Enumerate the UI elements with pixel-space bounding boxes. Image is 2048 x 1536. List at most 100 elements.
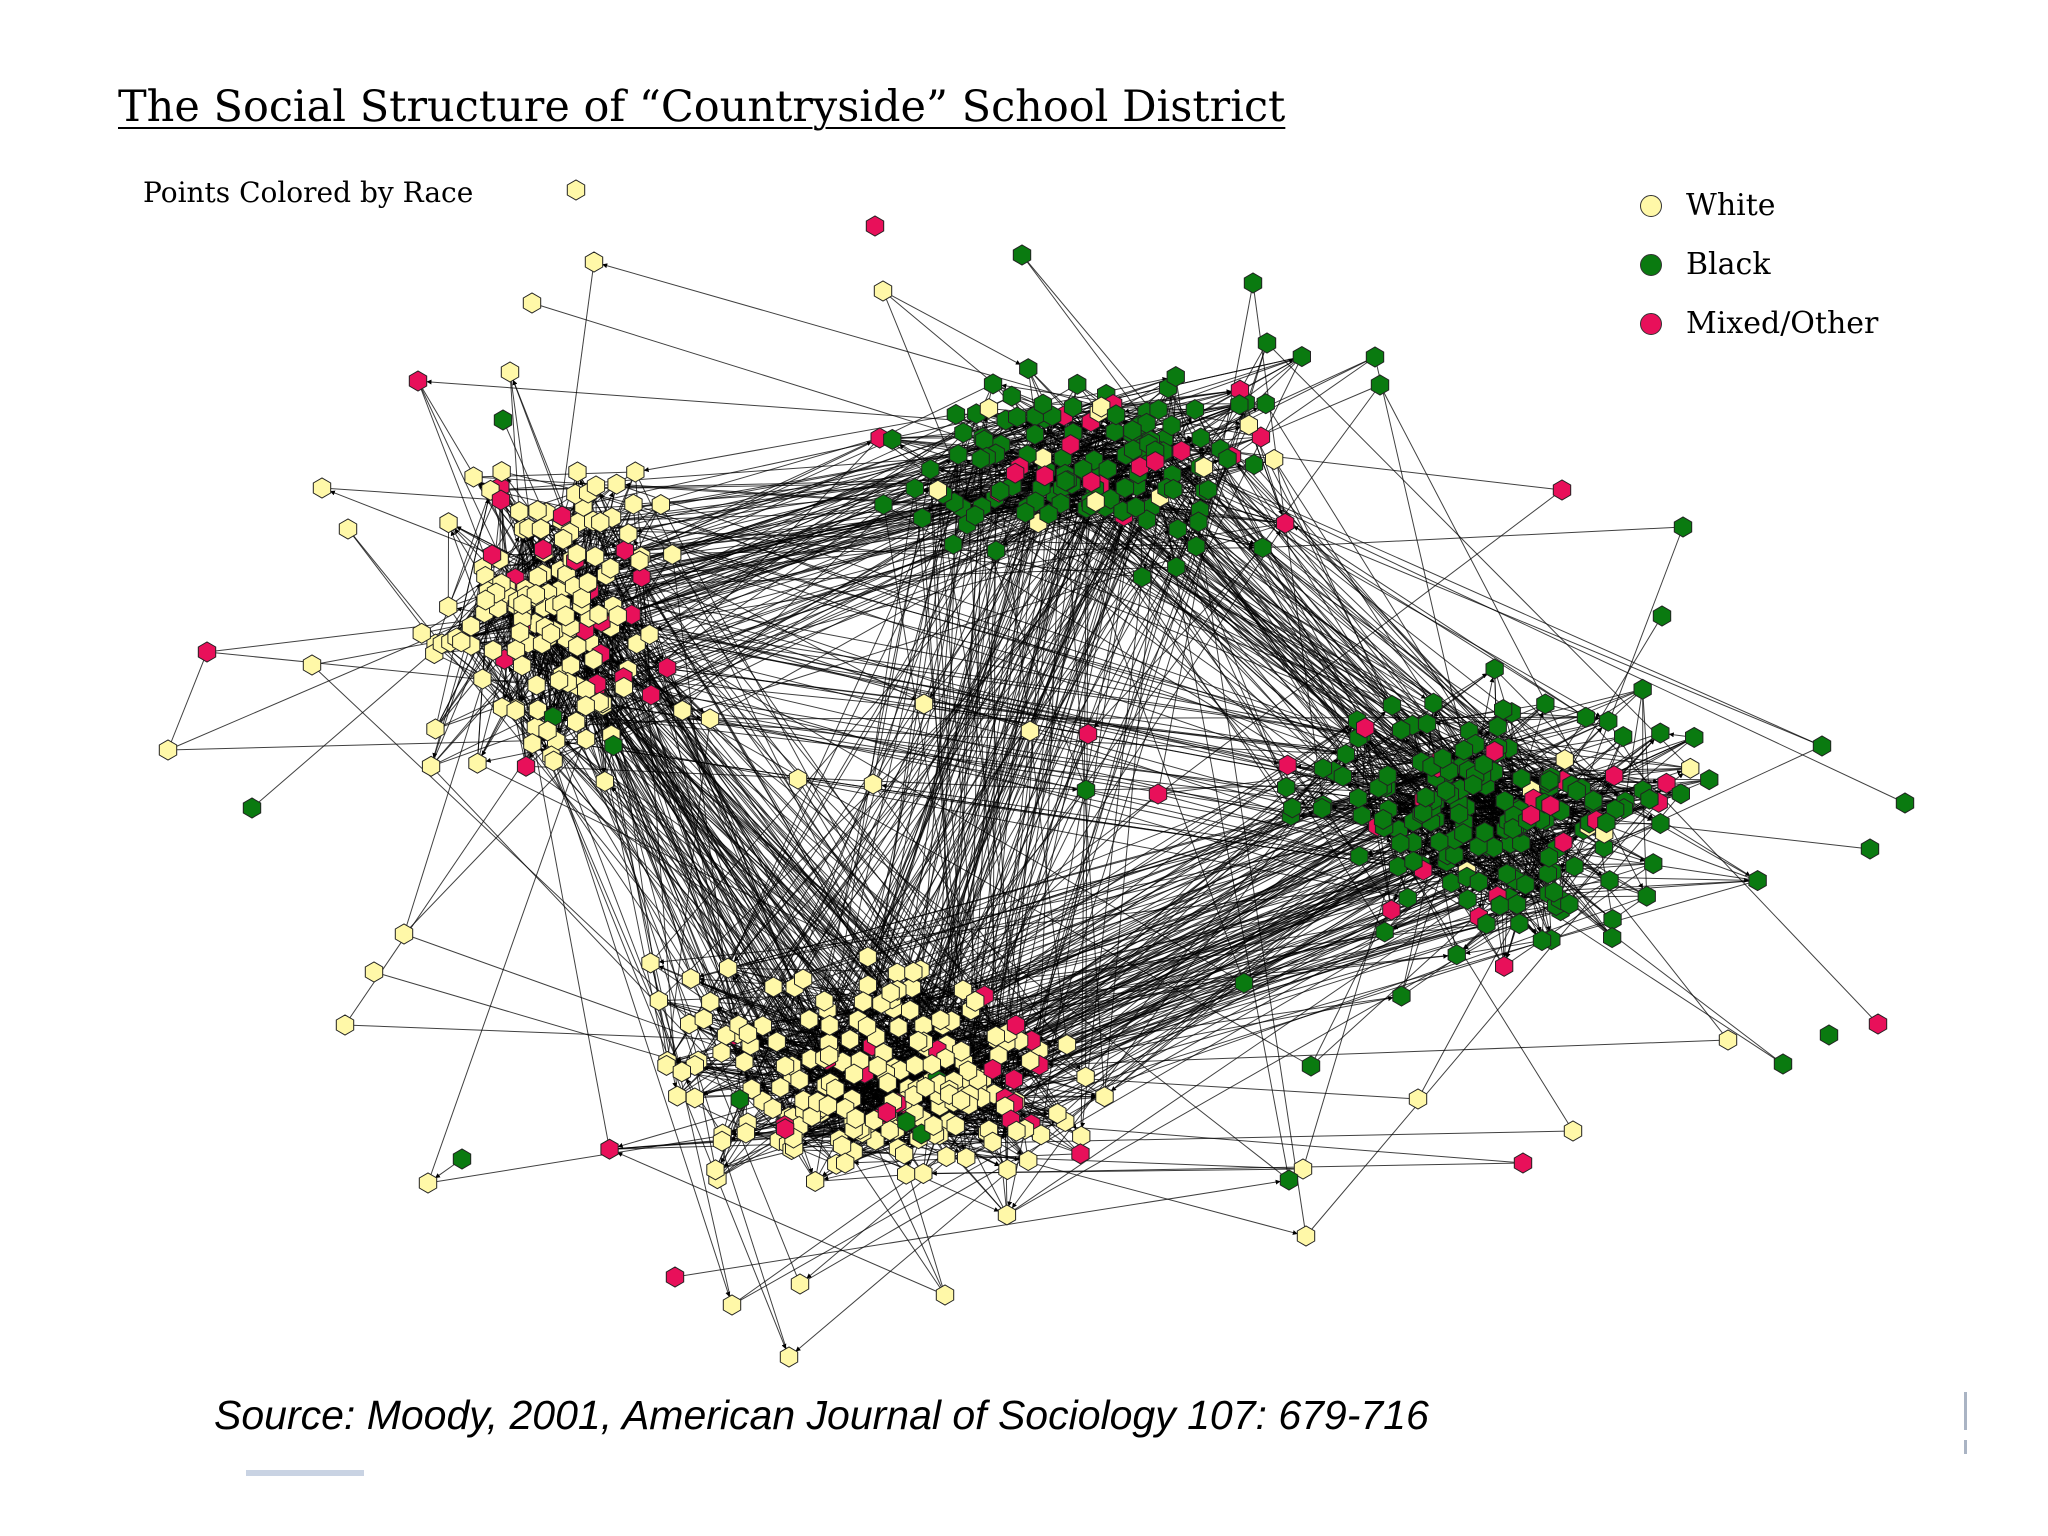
tie-edge <box>617 1152 946 1296</box>
white-student-node <box>439 512 458 534</box>
tie-edge <box>1176 432 1424 813</box>
white-student-node <box>1076 1066 1095 1088</box>
white-student-node <box>556 605 575 627</box>
tie-edge <box>509 371 525 587</box>
white-student-node <box>1019 1149 1038 1172</box>
black-student-node <box>1637 885 1656 907</box>
black-student-node <box>1477 913 1496 935</box>
legend-label-black: Black <box>1686 247 1771 282</box>
tie-edge <box>311 664 787 1112</box>
black-student-node <box>1454 823 1473 845</box>
tie-edge <box>1401 799 1445 997</box>
black-student-node <box>1603 909 1622 931</box>
black-student-node <box>1633 678 1652 700</box>
mixed-other-student-node <box>1513 1152 1533 1174</box>
white-student-node <box>935 1284 955 1306</box>
tie-edge <box>872 478 930 785</box>
mixed-other-student-node <box>1382 899 1401 921</box>
black-student-node <box>1512 767 1531 789</box>
tie-edge <box>622 677 825 1036</box>
mixed-other-student-node <box>1146 451 1165 473</box>
black-student-node <box>1392 985 1411 1007</box>
white-student-node <box>909 1030 928 1052</box>
black-student-node <box>1218 448 1237 470</box>
white-student-node <box>619 523 638 545</box>
mixed-other-student-node <box>534 538 553 560</box>
mixed-other-student-node <box>1605 765 1624 787</box>
black-student-node <box>493 409 513 431</box>
tie-edge <box>941 733 1089 1087</box>
tie-edge <box>580 693 711 1003</box>
white-student-node <box>853 991 873 1013</box>
white-student-node <box>452 631 471 653</box>
tie-edge <box>926 931 1385 1041</box>
tie-edge <box>1562 623 1658 781</box>
white-student-node <box>840 1029 860 1051</box>
black-student-node <box>1447 944 1466 966</box>
tie-edge <box>828 528 1179 1051</box>
black-student-node <box>874 493 893 516</box>
tie-edge <box>632 688 1389 811</box>
black-student-node <box>1424 692 1443 714</box>
tie-edge <box>1047 909 1392 1048</box>
white-student-node <box>790 1069 809 1091</box>
white-student-node <box>1021 1050 1040 1072</box>
white-student-node <box>649 990 668 1012</box>
white-student-node <box>738 1023 758 1045</box>
white-student-node <box>928 479 947 501</box>
tie-edge <box>1277 467 1402 731</box>
tie-edge <box>929 469 963 982</box>
black-student-node <box>1164 478 1183 500</box>
mixed-other-student-node <box>632 566 651 588</box>
white-student-node <box>904 961 923 983</box>
black-student-node <box>946 403 966 425</box>
legend-item-mixed: Mixed/Other <box>1640 294 1878 353</box>
black-student-node <box>1773 1053 1793 1075</box>
tie-edge <box>743 501 1097 1018</box>
black-student-node <box>1651 722 1670 744</box>
white-student-node <box>779 1346 799 1368</box>
tie-edge <box>882 384 1381 1060</box>
black-student-node <box>1056 470 1075 492</box>
black-student-node <box>1812 735 1832 757</box>
black-student-node <box>1123 419 1142 441</box>
white-student-node <box>736 1122 755 1144</box>
tie-edge <box>546 708 1422 815</box>
mixed-other-student-node <box>1004 1068 1024 1090</box>
white-student-node <box>607 473 626 495</box>
tie-edge <box>167 599 519 751</box>
tie-edge <box>1477 730 1691 769</box>
white-student-node <box>312 477 332 499</box>
white-student-node <box>589 603 608 625</box>
black-student-node <box>1312 797 1332 819</box>
black-student-node <box>1243 272 1263 294</box>
white-student-node <box>806 1170 825 1192</box>
white-student-node <box>844 1063 864 1085</box>
tie-edge <box>937 490 1030 1053</box>
tie-edge <box>1293 526 1823 747</box>
black-student-node <box>1279 1169 1299 1191</box>
white-student-node <box>771 1076 790 1098</box>
black-student-node <box>1199 479 1218 501</box>
white-student-node <box>937 1146 956 1168</box>
tie-edge <box>595 586 1292 816</box>
tie-edge <box>883 504 977 1071</box>
black-student-node <box>1373 808 1393 830</box>
black-student-node <box>1516 873 1535 896</box>
tie-edge <box>837 719 1358 1048</box>
white-student-node <box>986 1025 1005 1047</box>
black-student-node <box>1365 346 1385 368</box>
black-student-node <box>1895 792 1915 814</box>
tie-edge <box>650 501 1050 964</box>
black-student-node <box>991 480 1010 502</box>
black-student-node <box>1336 743 1355 765</box>
black-student-node <box>452 1148 472 1170</box>
white-student-node <box>590 691 609 713</box>
tie-edge <box>1478 910 1552 918</box>
white-student-node <box>1092 396 1111 418</box>
black-student-node <box>1540 770 1559 792</box>
tie-edge <box>888 489 1563 999</box>
tie-edge <box>650 962 680 1064</box>
tie-edge <box>747 954 1457 1025</box>
